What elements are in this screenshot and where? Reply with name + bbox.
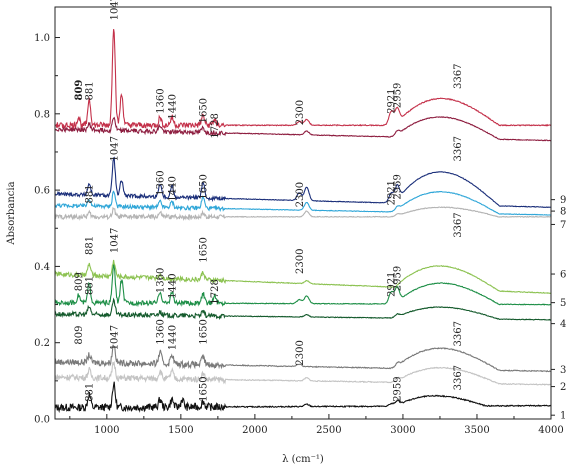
peak-annotation: 1440: [168, 325, 179, 350]
series-number-label: 3: [560, 365, 566, 376]
peak-annotation: 2300: [295, 249, 306, 274]
x-tick-label: 3000: [390, 425, 415, 436]
peak-annotation: 2300: [295, 182, 306, 207]
x-tick-label: 1000: [94, 425, 119, 436]
series-line-1: [54, 381, 552, 414]
peak-annotation: 1047: [109, 325, 120, 350]
series-number-label: 1: [560, 411, 566, 422]
peak-annotation: 3367: [453, 321, 464, 346]
peak-annotation: 2959: [392, 83, 403, 108]
series-number-labels: 1 2 3 4 5 6 7 89: [551, 195, 566, 422]
peak-annotation: 3367: [453, 365, 464, 390]
series-number-label: 8: [560, 207, 566, 218]
axes: 1000 1500 2000 2500 3000 3500 4000 0.00.20.40.…: [6, 6, 566, 465]
series-line-9: [54, 156, 551, 209]
peak-annotation: 3367: [453, 64, 464, 89]
series-number-label: 4: [560, 319, 566, 330]
y-tick-label: 1.0: [34, 33, 50, 44]
x-tick-label: 2500: [316, 425, 341, 436]
series-number-label: 9: [560, 195, 566, 206]
y-tick-label: 0.2: [34, 338, 50, 349]
series-line-4: [54, 297, 552, 321]
peak-annotation: 1360: [156, 319, 167, 344]
x-tick-label: 1500: [168, 425, 193, 436]
series-line-2: [54, 360, 552, 386]
x-tick-label: 2000: [242, 425, 267, 436]
x-axis-ticks: 1000 1500 2000 2500 3000 3500 4000: [69, 414, 564, 436]
peak-annotation: 2959: [392, 376, 403, 401]
y-tick-label: 0.4: [34, 262, 50, 273]
peak-annotation: 881: [85, 276, 96, 295]
peak-annotation: 1360: [156, 170, 167, 195]
peak-annotation: 881: [85, 383, 96, 402]
x-axis-label: λ (cm⁻¹): [282, 454, 324, 465]
series-line-top-9: [54, 116, 552, 142]
series-line-7: [54, 206, 551, 222]
peak-annotation: 2300: [295, 340, 306, 365]
peak-annotation: 2921: [387, 88, 398, 113]
peak-annotation: 1728: [210, 113, 221, 138]
peak-annotation: 2921: [387, 180, 398, 205]
peak-annotation: 3367: [453, 136, 464, 161]
peak-annotation: 881: [85, 236, 96, 255]
peak-annotation: 1047: [109, 228, 120, 253]
peak-annotation: 1440: [168, 273, 179, 298]
peak-annotation: 1650: [199, 237, 210, 262]
series-number-label: 6: [560, 270, 566, 281]
series-layer: [54, 29, 552, 414]
series-line-3: [54, 344, 551, 373]
peak-annotation: 2921: [387, 271, 398, 296]
plot-frame: [54, 6, 552, 420]
peak-annotation: 3367: [453, 212, 464, 237]
peak-annotation: 881: [85, 81, 96, 100]
peak-annotation: 1650: [199, 174, 210, 199]
peak-annotation: 881: [85, 184, 96, 203]
peak-annotation: 1650: [199, 98, 210, 123]
series-line-5: [54, 263, 551, 308]
peak-annotation: 1047: [109, 136, 120, 161]
y-tick-label: 0.8: [34, 109, 50, 120]
series-line-6: [54, 259, 551, 294]
peak-annotation: 1650: [199, 376, 210, 401]
series-line-top-10: [55, 29, 552, 130]
peak-annotation: 2959: [392, 174, 403, 199]
peak-annotation: 1728: [210, 279, 221, 304]
peak-annotation: 1047: [109, 0, 120, 20]
peak-annotation: 1440: [168, 176, 179, 201]
peak-annotation: 1650: [199, 319, 210, 344]
x-tick-label: 3500: [464, 425, 489, 436]
peak-annotation: 809: [74, 326, 85, 345]
peak-annotation: 1360: [156, 88, 167, 113]
peak-annotation: 2300: [295, 100, 306, 125]
series-number-label: 2: [560, 382, 566, 393]
y-tick-label: 0.0: [34, 415, 50, 426]
series-number-label: 5: [560, 298, 566, 309]
peak-annotation: 1440: [168, 94, 179, 119]
peak-annotation: 2959: [392, 266, 403, 291]
x-tick-label: 4000: [538, 425, 563, 436]
y-axis-ticks: 0.0 0.2 0.4 0.6 0.8 1.0: [34, 33, 60, 426]
peak-annotation: 809: [74, 272, 85, 291]
series-line-8: [54, 190, 551, 216]
peak-annotation: 809: [74, 80, 85, 101]
y-tick-label: 0.6: [34, 186, 50, 197]
series-number-label: 7: [560, 220, 566, 231]
y-axis-label: Absorbancia: [6, 181, 17, 245]
peak-annotation: 1360: [156, 268, 167, 293]
